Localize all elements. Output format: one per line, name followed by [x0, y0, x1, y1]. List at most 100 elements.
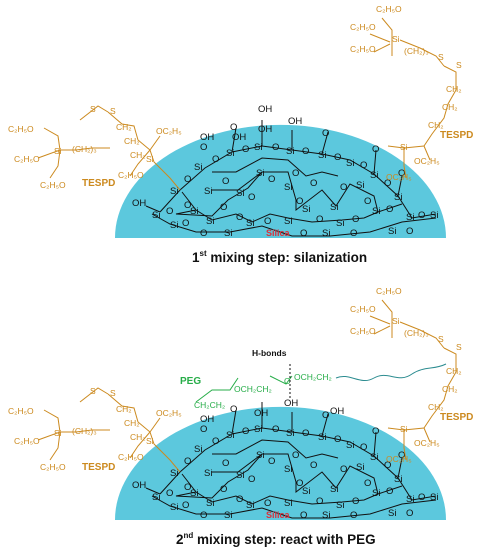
propyl-chain: (CH₂)₃ — [72, 144, 97, 154]
sulfur-atom: S — [456, 60, 462, 70]
o-atom: O — [398, 450, 405, 461]
ethoxy-group: C₂H₅O — [118, 170, 144, 180]
ethoxy-group: C₂H₅O — [376, 286, 402, 296]
ethoxy-group: OC₂H₅ — [414, 438, 440, 448]
si-atom: Si — [388, 508, 396, 519]
peg-segment: OCH₂CH₂ — [234, 384, 272, 394]
o-atom: O — [398, 168, 405, 179]
peg-label: PEG — [180, 376, 201, 387]
sulfur-atom: S — [90, 104, 96, 114]
oh-group: OH — [132, 480, 146, 491]
step-ordinal-suffix: nd — [184, 531, 194, 540]
o-atom: O — [264, 216, 271, 227]
methylene-group: CH₂ — [124, 418, 140, 428]
si-atom: Si — [170, 502, 178, 513]
ethoxy-group: OC₂H₅ — [386, 454, 412, 464]
tespd-molecule-left: C₂H₅O C₂H₅O C₂H₅O Si (CH₂)₃ S S CH₂ CH₂ … — [8, 386, 182, 473]
si-atom: Si — [330, 484, 338, 495]
peg-segment: OCH₂CH₂ — [294, 372, 332, 382]
o-atom: O — [292, 450, 299, 461]
methylene-group: CH₂ — [116, 404, 132, 414]
o-atom: O — [322, 128, 329, 139]
o-atom: O — [230, 122, 237, 133]
o-atom: O — [386, 204, 393, 215]
si-atom: Si — [392, 34, 400, 44]
o-atom: O — [200, 142, 207, 153]
si-atom: Si — [256, 450, 264, 461]
o-atom: O — [350, 510, 357, 521]
methylene-group: CH₂ — [116, 122, 132, 132]
o-atom: O — [184, 456, 191, 467]
si-atom: Si — [400, 424, 408, 434]
o-atom: O — [184, 200, 191, 211]
ethoxy-group: C₂H₅O — [8, 406, 34, 416]
si-atom: Si — [204, 186, 212, 197]
si-atom: Si — [400, 142, 408, 152]
silica-label: Silica — [266, 228, 291, 238]
o-atom: O — [248, 192, 255, 203]
ethoxy-group: OC₂H₅ — [156, 126, 182, 136]
si-atom: Si — [254, 142, 262, 153]
ethoxy-group: C₂H₅O — [350, 22, 376, 32]
si-atom: Si — [388, 226, 396, 237]
si-atom: Si — [346, 158, 354, 169]
o-atom: O — [334, 152, 341, 163]
ethoxy-group: C₂H₅O — [40, 462, 66, 472]
si-atom: Si — [146, 154, 154, 164]
si-atom: Si — [284, 498, 292, 509]
si-atom: Si — [346, 440, 354, 451]
peg-chain: CH₂CH₂ OCH₂CH₂ O OCH₂CH₂ PEG — [180, 363, 447, 410]
o-atom: O — [310, 460, 317, 471]
o-atom: O — [184, 482, 191, 493]
o-atom: O — [310, 178, 317, 189]
methylene-group: CH₂ — [428, 402, 444, 412]
si-atom: Si — [284, 182, 292, 193]
o-atom: O — [334, 434, 341, 445]
si-atom: Si — [318, 150, 326, 161]
o-atom: O — [340, 182, 347, 193]
si-atom: Si — [54, 146, 62, 156]
o-atom: O — [364, 196, 371, 207]
si-atom: Si — [394, 192, 402, 203]
oh-group: OH — [232, 132, 246, 143]
step-caption: 2nd mixing step: react with PEG — [176, 531, 376, 547]
si-atom: Si — [170, 468, 178, 479]
o-atom: O — [352, 496, 359, 507]
o-atom: O — [386, 486, 393, 497]
si-atom: Si — [370, 452, 378, 463]
tespd-molecule-left: C₂H₅O C₂H₅O C₂H₅O Si (CH₂)₃ S S CH₂ CH₂ … — [8, 104, 182, 191]
o-atom: O — [300, 510, 307, 521]
o-atom: O — [272, 424, 279, 435]
ethoxy-group: C₂H₅O — [8, 124, 34, 134]
si-atom: Si — [372, 488, 380, 499]
si-atom: Si — [246, 218, 254, 229]
sulfur-atom: S — [110, 106, 116, 116]
o-atom: O — [406, 226, 413, 237]
ethoxy-group: C₂H₅O — [40, 180, 66, 190]
o-atom: O — [360, 442, 367, 453]
o-atom: O — [316, 214, 323, 225]
si-atom: Si — [356, 180, 364, 191]
panel-silanization: Si Si Si Si Si Si Si Si Si Si Si Si Si S… — [8, 4, 473, 265]
sulfur-atom: S — [110, 388, 116, 398]
si-atom: Si — [322, 228, 330, 239]
o-atom: O — [222, 176, 229, 187]
silica-network-bonds — [145, 120, 437, 237]
step-ordinal: 1 — [192, 250, 200, 265]
o-atom: O — [236, 212, 243, 223]
ethoxy-group: OC₂H₅ — [386, 172, 412, 182]
si-atom: Si — [254, 424, 262, 435]
si-atom: Si — [392, 316, 400, 326]
propyl-chain: (CH₂)₃ — [404, 328, 429, 338]
o-atom: O — [230, 404, 237, 415]
si-atom: Si — [356, 462, 364, 473]
oh-group: OH — [200, 132, 214, 143]
si-atom: Si — [336, 500, 344, 511]
si-atom: Si — [54, 428, 62, 438]
tespd-label: TESPD — [82, 462, 115, 473]
oh-group: OH — [254, 408, 268, 419]
ethoxy-group: C₂H₅O — [376, 4, 402, 14]
o-atom: O — [200, 510, 207, 521]
si-atom: Si — [190, 488, 198, 499]
oh-group: OH — [258, 104, 272, 115]
